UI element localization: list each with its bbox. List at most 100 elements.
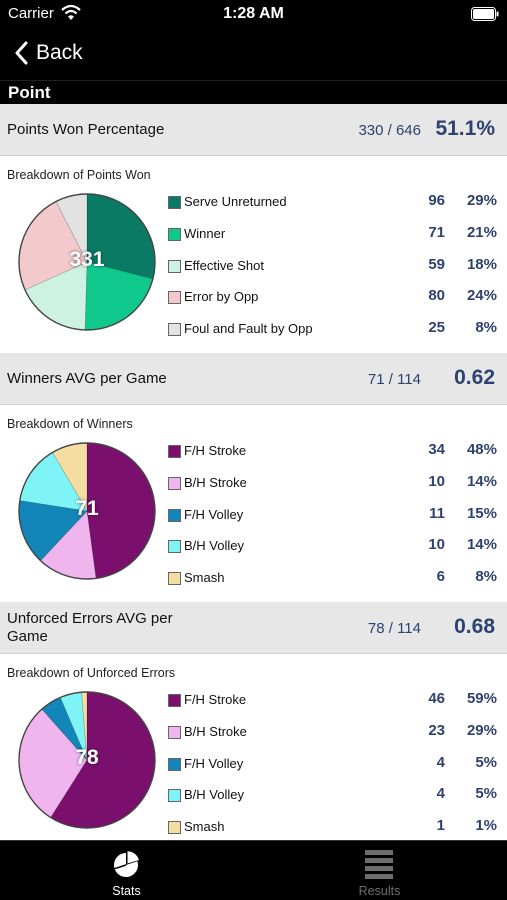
tab-stats[interactable]: Stats: [0, 841, 253, 900]
legend-row-serve-unreturned: Serve Unreturned 96 29%: [166, 188, 501, 220]
legend-label: F/H Volley: [184, 755, 244, 771]
legend-percent: 29%: [466, 721, 497, 739]
legend-row-f-h-volley: F/H Volley 11 15%: [166, 501, 501, 533]
summary-label: Winners AVG per Game: [7, 370, 167, 387]
legend-row-effective-shot: Effective Shot 59 18%: [166, 252, 501, 284]
legend-percent: 29%: [466, 192, 497, 209]
legend-swatch: [168, 291, 181, 305]
legend-count: 59: [428, 255, 445, 273]
legend-row-smash: Smash 6 8%: [166, 564, 501, 596]
legend-count: 34: [428, 441, 445, 458]
legend-row-f-h-stroke: F/H Stroke 46 59%: [166, 686, 501, 718]
legend-label: B/H Stroke: [184, 474, 247, 490]
summary-value: 0.68: [454, 615, 495, 638]
winners-summary: Winners AVG per Game 71 / 114 0.62: [0, 353, 507, 405]
legend-label: Error by Opp: [184, 289, 259, 305]
list-icon: [365, 850, 393, 879]
unforced-errors-summary: Unforced Errors AVG per Game 78 / 114 0.…: [0, 602, 507, 654]
legend-swatch: [168, 508, 181, 522]
legend-row-b-h-volley: B/H Volley 4 5%: [166, 781, 501, 813]
legend-label: Smash: [184, 570, 225, 586]
legend-count: 4: [436, 785, 445, 803]
tab-label: Results: [358, 884, 401, 898]
legend-count: 96: [428, 192, 445, 209]
status-time: 1:28 AM: [223, 5, 284, 22]
legend-percent: 1%: [475, 817, 497, 835]
chevron-left-icon: [15, 41, 28, 65]
legend-swatch: [168, 725, 181, 739]
summary-ratio: 78 / 114: [367, 620, 421, 637]
back-button[interactable]: Back: [14, 38, 83, 68]
legend-count: 10: [428, 472, 445, 490]
wifi-icon: [61, 4, 81, 20]
legend-percent: 21%: [466, 223, 497, 241]
pie-outline: [18, 442, 156, 580]
carrier-label: Carrier: [8, 5, 54, 22]
navigation-bar: Back: [0, 28, 507, 80]
legend-count: 46: [428, 690, 445, 707]
legend-percent: 18%: [466, 255, 497, 273]
legend-label: B/H Volley: [184, 538, 244, 554]
legend-swatch: [168, 323, 181, 337]
legend-row-error-by-opp: Error by Opp 80 24%: [166, 283, 501, 315]
legend-label: B/H Volley: [184, 787, 244, 803]
legend-row-b-h-stroke: B/H Stroke 23 29%: [166, 718, 501, 750]
points-won-breakdown: Breakdown of Points Won 331 Serve Unretu…: [0, 156, 507, 353]
tab-label: Stats: [112, 884, 141, 898]
legend-row-b-h-stroke: B/H Stroke 10 14%: [166, 469, 501, 501]
legend-count: 71: [428, 223, 445, 241]
legend-row-f-h-stroke: F/H Stroke 34 48%: [166, 437, 501, 469]
legend-percent: 59%: [466, 690, 497, 707]
legend: F/H Stroke 46 59% B/H Stroke 23 29% F/H Volley…: [166, 686, 501, 840]
summary-label: Unforced Errors AVG per Game: [7, 610, 173, 645]
legend-percent: 8%: [475, 568, 497, 586]
legend-percent: 5%: [475, 753, 497, 771]
legend-percent: 8%: [475, 319, 497, 337]
summary-value: 0.62: [454, 366, 495, 389]
legend-row-foul-and-fault-by-opp: Foul and Fault by Opp 25 8%: [166, 315, 501, 347]
legend-percent: 24%: [466, 287, 497, 305]
legend-swatch: [168, 572, 181, 586]
breakdown-title: Breakdown of Winners: [7, 417, 133, 431]
winners-pie-chart: [18, 442, 156, 580]
breakdown-title: Breakdown of Unforced Errors: [7, 666, 176, 680]
legend-swatch: [168, 789, 181, 803]
battery-icon: [471, 7, 499, 21]
legend-label: Winner: [184, 225, 226, 241]
legend-count: 6: [436, 568, 445, 586]
legend: Serve Unreturned 96 29% Winner 71 21% Effectiv…: [166, 188, 501, 347]
legend-count: 4: [436, 753, 445, 771]
back-label: Back: [36, 41, 83, 64]
summary-value: 51.1%: [435, 117, 495, 140]
points-won-pie-chart: [18, 193, 156, 331]
legend-count: 11: [429, 504, 445, 522]
legend-label: Smash: [184, 819, 225, 835]
legend-swatch: [168, 445, 181, 458]
legend-count: 23: [428, 721, 445, 739]
tab-results[interactable]: Results: [253, 841, 506, 900]
legend-percent: 5%: [475, 785, 497, 803]
legend-swatch: [168, 540, 181, 554]
pie-total: 331: [69, 248, 105, 271]
summary-label: Points Won Percentage: [7, 121, 165, 138]
section-title: Point: [0, 80, 507, 104]
legend-label: Serve Unreturned: [184, 194, 287, 209]
unforced-errors-pie-chart: [18, 691, 156, 829]
summary-ratio: 71 / 114: [367, 371, 421, 388]
legend-label: F/H Stroke: [184, 692, 247, 707]
pie-outline: [18, 691, 156, 829]
unforced-errors-breakdown: Breakdown of Unforced Errors 78 F/H Stro…: [0, 654, 507, 840]
pie-chart-icon: [114, 851, 139, 877]
stats-content[interactable]: Points Won Percentage 330 / 646 51.1% Br…: [0, 104, 507, 840]
pie-total: 78: [75, 746, 99, 769]
tab-bar: Stats Results: [0, 840, 507, 900]
legend-count: 10: [428, 536, 445, 554]
legend-row-smash: Smash 1 1%: [166, 813, 501, 840]
legend-row-winner: Winner 71 21%: [166, 220, 501, 252]
legend-percent: 14%: [466, 536, 497, 554]
breakdown-title: Breakdown of Points Won: [7, 168, 151, 182]
legend-label: F/H Stroke: [184, 443, 247, 458]
legend-percent: 48%: [466, 441, 497, 458]
pie-total: 71: [75, 497, 99, 520]
legend-swatch: [168, 821, 181, 835]
